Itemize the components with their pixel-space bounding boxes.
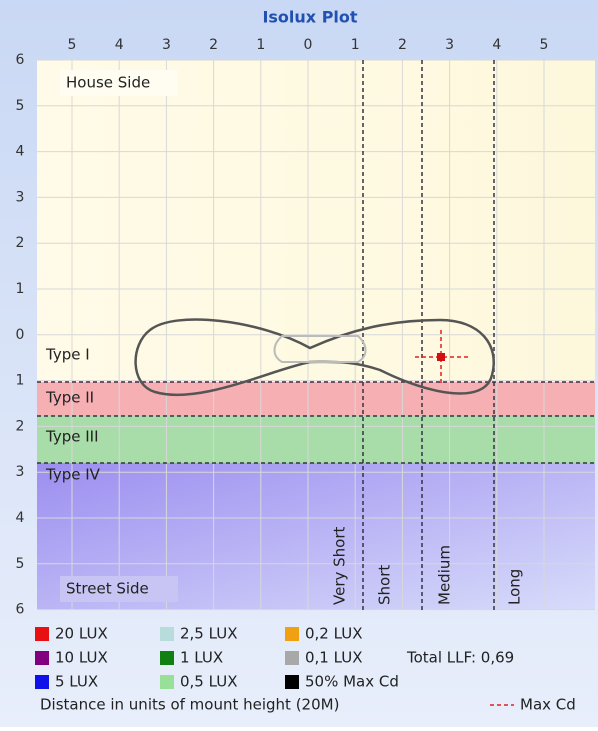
left-tick: 4 xyxy=(16,510,25,526)
legend-swatch xyxy=(285,627,299,641)
top-tick: 5 xyxy=(540,37,549,53)
left-tick: 6 xyxy=(16,52,25,68)
distance-label: Short xyxy=(376,565,394,605)
distance-label: Medium xyxy=(436,545,454,605)
left-tick: 2 xyxy=(16,235,25,251)
distance-label: Long xyxy=(506,569,524,605)
left-tick: 1 xyxy=(16,373,25,389)
legend-swatch xyxy=(285,675,299,689)
legend-label: 2,5 LUX xyxy=(180,625,238,643)
max-cd-marker xyxy=(415,330,468,384)
type-label: Type I xyxy=(45,346,90,364)
max-cd-label: Max Cd xyxy=(520,696,576,714)
top-tick: 1 xyxy=(256,37,265,53)
left-tick: 3 xyxy=(16,464,25,480)
type-iii-zone xyxy=(37,416,595,463)
top-tick: 5 xyxy=(68,37,77,53)
legend-label: 5 LUX xyxy=(55,673,98,691)
inner-contour xyxy=(273,335,367,363)
top-tick: 0 xyxy=(304,37,313,53)
zone-lines xyxy=(37,60,595,610)
max-cd-point xyxy=(437,353,445,361)
legend-swatch xyxy=(35,627,49,641)
left-tick: 5 xyxy=(16,556,25,572)
legend-swatch xyxy=(285,651,299,665)
type-label: Type IV xyxy=(45,466,101,484)
street-side: Street Side xyxy=(66,580,149,598)
isolux-contour xyxy=(134,318,495,397)
type-ii-zone xyxy=(37,382,595,416)
footer: Distance in units of mount height (20M) xyxy=(40,696,339,714)
left-tick: 0 xyxy=(16,327,25,343)
left-tick: 3 xyxy=(16,189,25,205)
legend-label: 0,2 LUX xyxy=(305,625,363,643)
top-tick: 4 xyxy=(492,37,501,53)
label-bg xyxy=(60,70,178,96)
house-side: House Side xyxy=(66,74,150,92)
legend-label: 1 LUX xyxy=(180,649,223,667)
type-label: Type II xyxy=(45,389,94,407)
left-tick: 6 xyxy=(16,602,25,618)
legend-swatch xyxy=(160,651,174,665)
top-tick: 2 xyxy=(209,37,218,53)
legend-swatch xyxy=(160,627,174,641)
legend-label: 50% Max Cd xyxy=(305,673,399,691)
top-tick: 3 xyxy=(445,37,454,53)
distance-label: Very Short xyxy=(331,526,349,605)
legend-label: 0,1 LUX xyxy=(305,649,363,667)
legend-label: 0,5 LUX xyxy=(180,673,238,691)
title: Isolux Plot xyxy=(262,8,357,27)
left-tick: 5 xyxy=(16,98,25,114)
type-i-zone xyxy=(37,60,595,382)
top-tick: 1 xyxy=(351,37,360,53)
left-tick: 2 xyxy=(16,418,25,434)
legend-swatch xyxy=(160,675,174,689)
legend-label: 10 LUX xyxy=(55,649,108,667)
left-tick: 4 xyxy=(16,144,25,160)
legend-swatch xyxy=(35,651,49,665)
top-tick: 2 xyxy=(398,37,407,53)
top-tick: 4 xyxy=(115,37,124,53)
type-label: Type III xyxy=(45,428,99,446)
label-bg xyxy=(60,576,178,602)
total-llf: Total LLF: 0,69 xyxy=(406,649,514,667)
top-tick: 3 xyxy=(162,37,171,53)
left-tick: 1 xyxy=(16,281,25,297)
legend-label: 20 LUX xyxy=(55,625,108,643)
legend-swatch xyxy=(35,675,49,689)
